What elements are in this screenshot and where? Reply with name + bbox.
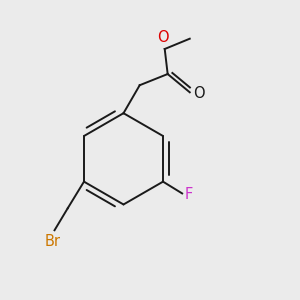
Text: F: F	[184, 187, 193, 202]
Text: Br: Br	[45, 234, 61, 249]
Text: O: O	[158, 31, 169, 46]
Text: O: O	[194, 86, 205, 101]
